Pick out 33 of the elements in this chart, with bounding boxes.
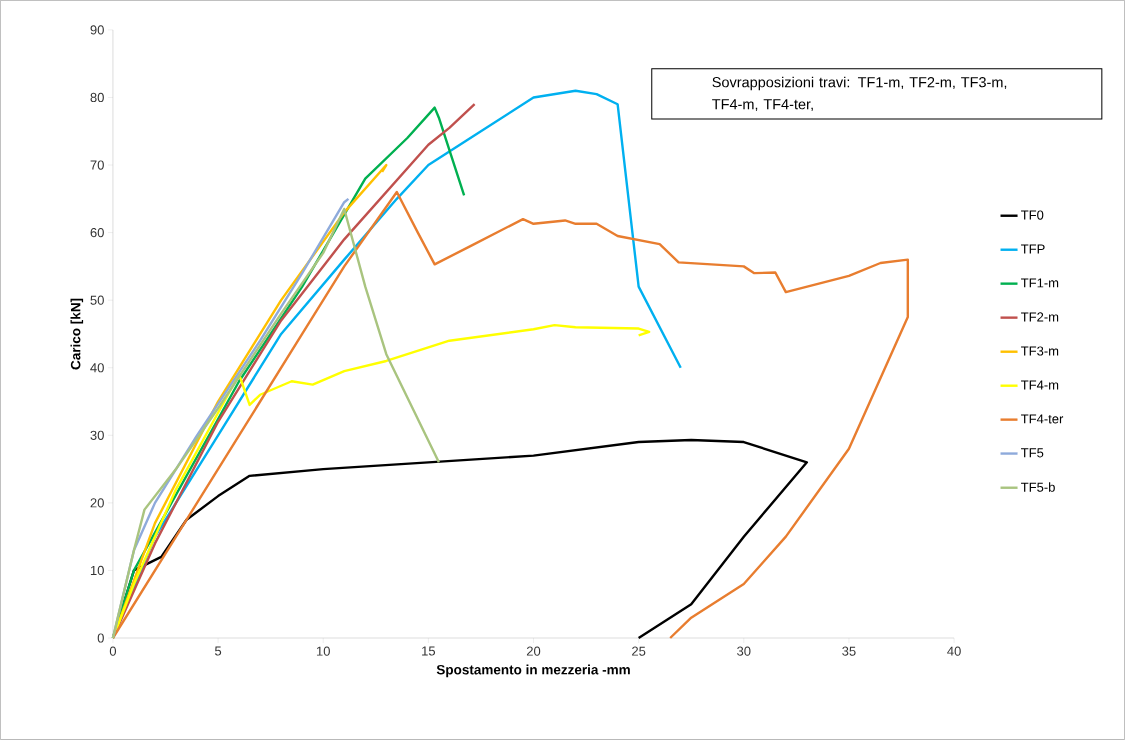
y-axis-title: Carico [kN] [70, 298, 84, 370]
annotation: Sovrapposizioni travi: TF1-m, TF2-m, TF3-m, TF4-m, TF4-ter, [712, 76, 1007, 112]
y-tick-label: 20 [90, 498, 104, 508]
x-tick-label: 30 [737, 646, 751, 656]
y-tick-label: 70 [90, 160, 104, 170]
legend-label: TF1-m [1021, 278, 1059, 288]
legend-label: TF5-b [1021, 482, 1055, 492]
x-tick-label: 10 [316, 646, 330, 656]
y-tick-label: 40 [90, 363, 104, 373]
legend-label: TF3-m [1021, 346, 1059, 356]
x-tick-label: 25 [632, 646, 646, 656]
y-tick-label: 80 [90, 92, 104, 103]
y-tick-label: 10 [90, 565, 104, 576]
legend-label: TF0 [1021, 210, 1044, 220]
x-tick-label: 0 [109, 646, 117, 656]
x-tick-label: 5 [214, 646, 222, 656]
line-series [111, 207, 441, 640]
legend-label: TF5 [1021, 448, 1044, 458]
y-tick-label: 0 [97, 633, 104, 643]
x-axis-title: Spostamento in mezzeria -mm [436, 664, 630, 678]
y-tick-label: 30 [90, 430, 104, 440]
line-series [111, 190, 910, 640]
legend-label: TF4-ter [1021, 414, 1064, 424]
legend-label: TF2-m [1021, 312, 1059, 322]
x-tick-label: 40 [947, 646, 961, 656]
y-tick-label: 90 [90, 25, 104, 35]
y-tick-label: 60 [90, 228, 104, 238]
x-tick-label: 15 [422, 646, 436, 656]
x-tick-label: 20 [526, 646, 541, 656]
x-tick-label: 35 [842, 646, 856, 656]
legend-label: TF4-m [1021, 380, 1059, 390]
legend-label: TFP [1021, 244, 1045, 254]
y-tick-label: 50 [90, 295, 104, 305]
